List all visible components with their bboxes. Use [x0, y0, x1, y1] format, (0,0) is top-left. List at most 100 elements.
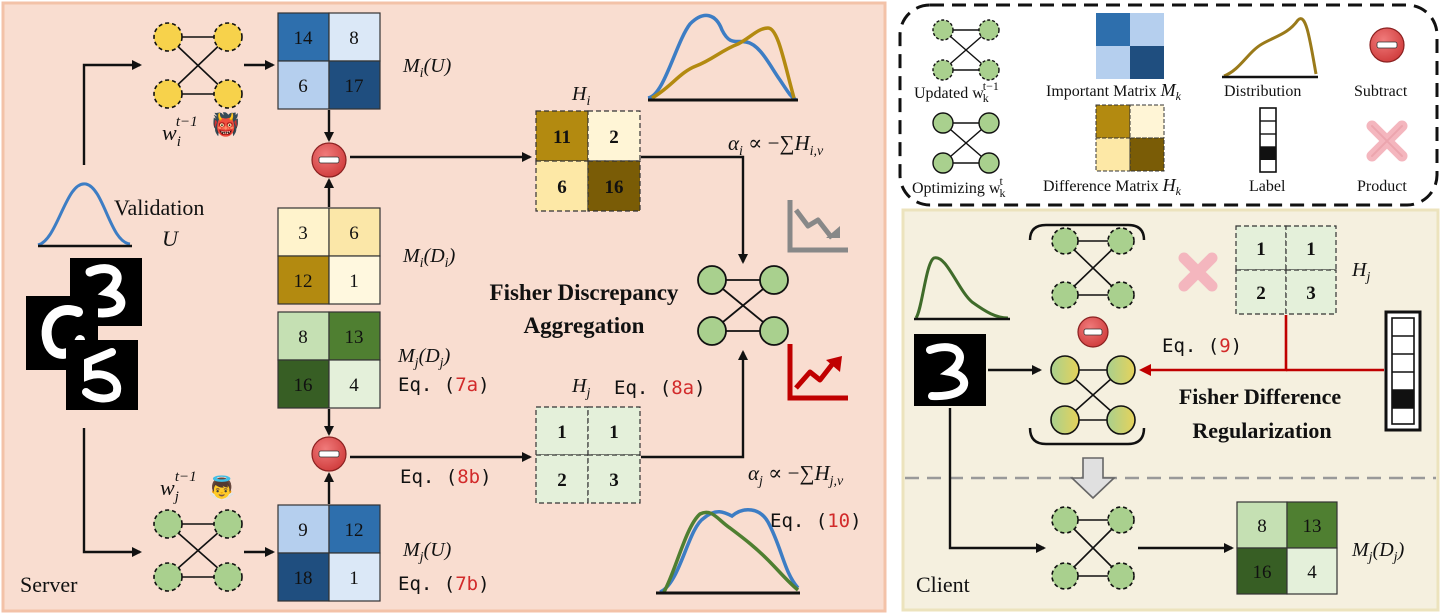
client-label-bar — [1384, 310, 1422, 432]
subtract-op-bottom — [311, 436, 347, 472]
matrix-mi-di: 3 6 12 1 — [277, 207, 381, 305]
arrow-client-to-updated — [948, 408, 1046, 553]
svg-text:2: 2 — [609, 127, 619, 148]
legend-difference-matrix-icon — [1095, 104, 1165, 172]
svg-text:11: 11 — [553, 127, 571, 148]
validation-flow-arrows — [82, 60, 275, 557]
client-subtract-op — [1077, 316, 1109, 348]
svg-text:8: 8 — [1257, 516, 1267, 537]
svg-text:1: 1 — [557, 422, 567, 443]
svg-text:13: 13 — [1303, 516, 1322, 537]
legend-label-label: Label — [1249, 178, 1286, 195]
svg-text:18: 18 — [294, 568, 313, 589]
eq-8a: Eq. (8a) — [614, 377, 706, 399]
svg-text:2: 2 — [1256, 283, 1266, 304]
legend-optimizing-icon — [932, 112, 1000, 174]
svg-text:12: 12 — [294, 271, 313, 292]
aggregation-title-line2: Aggregation — [524, 313, 645, 338]
svg-text:1: 1 — [1306, 239, 1316, 260]
legend-panel — [898, 3, 1439, 207]
angel-emoji: 👼 — [208, 475, 235, 500]
svg-text:14: 14 — [294, 28, 314, 49]
alpha-i-formula: αi ∝ −∑Hi,v — [728, 131, 824, 159]
svg-text:16: 16 — [294, 375, 313, 396]
svg-text:8: 8 — [349, 28, 359, 49]
svg-text:3: 3 — [1306, 283, 1316, 304]
distribution-compare-bottom — [656, 508, 800, 595]
validation-u: U — [162, 226, 180, 251]
legend-product-label: Product — [1357, 178, 1407, 195]
eq-10: Eq. (10) — [770, 510, 862, 532]
legend-distribution-label: Distribution — [1224, 83, 1301, 100]
legend-important-label: Important Matrix Mk — [1046, 80, 1182, 103]
legend-label-icon — [1259, 107, 1277, 173]
matrix-mi-u: 14 8 6 17 — [277, 12, 381, 110]
aggregation-title-line1: Fisher Discrepancy — [490, 280, 679, 305]
client-digit-image — [914, 334, 986, 406]
legend-optimizing-label: Optimizing wkt — [912, 174, 1005, 200]
network-aggregated — [697, 265, 789, 346]
client-distribution — [914, 256, 1010, 321]
legend-product-icon — [1366, 120, 1408, 162]
matrix-hi-label: Hi — [571, 83, 590, 109]
matrix-mi-di-label: Mi(Di) — [402, 245, 456, 271]
devil-emoji: 👹 — [212, 111, 239, 137]
eq-7b: Eq. (7b) — [398, 573, 490, 595]
arrow-hi-to-aggregation — [641, 155, 748, 264]
down-block-arrow — [1070, 457, 1116, 500]
client-matrix-hj-label: Hj — [1351, 259, 1370, 285]
legend-important-matrix-icon — [1096, 13, 1164, 79]
mnist-digit-images — [26, 258, 142, 410]
matrix-mj-dj-label: Mj(Dj) — [397, 345, 451, 371]
client-product-icon — [1178, 252, 1218, 292]
regularization-title-line2: Regularization — [1192, 418, 1331, 443]
regularization-title-line1: Fisher Difference — [1179, 384, 1342, 409]
svg-text:1: 1 — [1256, 239, 1266, 260]
legend-distribution-icon — [1222, 17, 1318, 79]
matrix-mj-u: 9 12 18 1 — [277, 504, 381, 602]
bracket-top — [1028, 223, 1146, 241]
eq-8b: Eq. (8b) — [400, 466, 492, 488]
svg-text:17: 17 — [345, 76, 364, 97]
matrix-mi-u-label: Mi(U) — [402, 55, 452, 81]
server-label: Server — [20, 572, 78, 597]
distribution-compare-top — [647, 13, 798, 102]
svg-text:3: 3 — [609, 470, 619, 491]
trend-down-icon — [787, 200, 848, 253]
svg-text:13: 13 — [345, 327, 364, 348]
trend-up-icon — [787, 344, 848, 401]
legend-subtract-label: Subtract — [1354, 83, 1408, 100]
matrix-hi: 11 2 6 16 — [535, 110, 641, 212]
svg-text:16: 16 — [1253, 562, 1272, 583]
matrix-mj-dj: 8 13 16 4 — [277, 311, 381, 409]
client-matrix-hj: 1 1 2 3 — [1235, 225, 1337, 315]
client-network-previous — [1051, 227, 1135, 309]
svg-text:6: 6 — [557, 177, 567, 198]
svg-text:9: 9 — [298, 520, 308, 541]
validation-label: Validation — [114, 195, 204, 220]
client-matrix-mj-dj: 8 13 16 4 — [1236, 501, 1338, 595]
svg-text:2: 2 — [557, 470, 567, 491]
alpha-j-formula: αj ∝ −∑Hj,v — [748, 461, 844, 489]
svg-text:16: 16 — [605, 177, 624, 198]
server-panel — [1, 1, 887, 613]
client-label: Client — [916, 572, 970, 597]
svg-text:8: 8 — [298, 327, 308, 348]
legend-subtract-icon — [1369, 27, 1405, 63]
legend-updated-label: Updated wkt−1 — [914, 79, 999, 105]
network-wi-updated — [153, 22, 243, 109]
subtract-op-top — [311, 142, 347, 178]
svg-text:1: 1 — [609, 422, 619, 443]
client-matrix-mj-dj-label: Mj(Dj) — [1351, 539, 1405, 565]
eq-9: Eq. (9) — [1162, 335, 1242, 357]
svg-text:6: 6 — [298, 76, 308, 97]
matrix-hj: 1 1 2 3 — [535, 406, 641, 504]
w-i-label: wit−1 — [162, 114, 198, 150]
svg-text:4: 4 — [349, 375, 359, 396]
legend-difference-label: Difference Matrix Hk — [1043, 175, 1182, 198]
svg-text:1: 1 — [349, 271, 359, 292]
arrow-hj-to-aggregation — [641, 350, 748, 459]
client-panel — [901, 208, 1440, 612]
client-network-updated — [1051, 506, 1135, 590]
